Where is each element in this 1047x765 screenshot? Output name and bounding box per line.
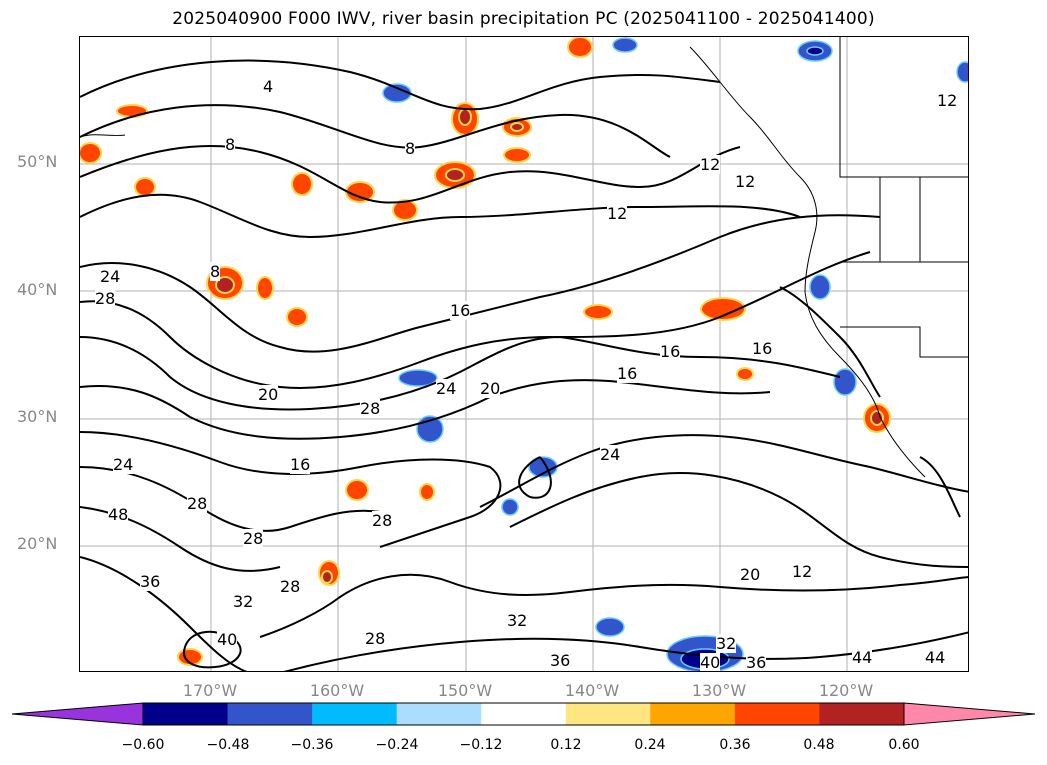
colorbar-segment	[143, 703, 229, 725]
contour-label: 12	[792, 562, 813, 581]
contour-label: 8	[210, 262, 221, 281]
iwv-contours	[80, 59, 968, 671]
contour-label: 48	[108, 505, 129, 524]
map-panel: 4 8 8 8 12 12 12 12 12 16 16 16 16 16 20…	[79, 36, 969, 672]
contour-label: 24	[100, 267, 121, 286]
contour-label: 12	[700, 155, 721, 174]
coastlines	[80, 37, 968, 478]
map-title: 2025040900 F000 IWV, river basin precipi…	[172, 9, 875, 29]
colorbar-tick: 0.48	[803, 737, 835, 753]
colorbar-tick: −0.12	[459, 737, 503, 753]
contour-label: 4	[263, 77, 274, 96]
colorbar-segments	[143, 703, 905, 725]
colorbar-segment	[734, 703, 820, 725]
contour-label: 20	[480, 379, 501, 398]
contour-label: 24	[600, 445, 621, 464]
colorbar-extend-min	[11, 702, 144, 726]
lon-label: 160°W	[309, 681, 365, 700]
colorbar-segment	[481, 703, 567, 725]
contour-label: 32	[233, 592, 254, 611]
contour-label: 24	[113, 455, 134, 474]
lon-label: 120°W	[818, 681, 874, 700]
contour-label: 16	[660, 342, 681, 361]
contour-label: 32	[507, 611, 528, 630]
contour-label: 36	[746, 653, 767, 672]
contour-label: 28	[360, 399, 381, 418]
lat-label: 20°N	[17, 534, 58, 553]
contour-label: 12	[735, 172, 756, 191]
colorbar-tick: −0.36	[290, 737, 334, 753]
contour-label: 28	[95, 289, 116, 308]
colorbar-tick: 0.36	[719, 737, 751, 753]
contour-label: 28	[243, 529, 264, 548]
contour-label: 40	[217, 630, 238, 649]
lon-label: 170°W	[182, 681, 238, 700]
colorbar-tick: 0.60	[888, 737, 920, 753]
contour-label: 24	[436, 379, 457, 398]
lon-label: 140°W	[564, 681, 620, 700]
contour-label: 36	[140, 572, 161, 591]
colorbar-segment	[565, 703, 651, 725]
contour-label: 12	[607, 204, 628, 223]
colorbar-tick: 0.24	[634, 737, 666, 753]
contour-label: 36	[550, 651, 571, 670]
lat-label: 50°N	[17, 152, 58, 171]
contour-label: 8	[405, 139, 416, 158]
colorbar-tick: −0.60	[121, 737, 165, 753]
map-canvas	[80, 37, 968, 671]
contour-label: 28	[365, 629, 386, 648]
colorbar-segment	[396, 703, 482, 725]
colorbar-segment	[227, 703, 313, 725]
contour-label: 28	[280, 577, 301, 596]
colorbar-tick: 0.12	[550, 737, 582, 753]
contour-label: 20	[740, 565, 761, 584]
lat-label: 40°N	[17, 280, 58, 299]
lon-label: 150°W	[437, 681, 493, 700]
contour-label: 16	[450, 301, 471, 320]
colorbar-extend-max	[903, 702, 1036, 726]
contour-label: 16	[290, 455, 311, 474]
contour-label: 8	[225, 135, 236, 154]
colorbar-segment	[819, 703, 905, 725]
contour-label: 44	[925, 648, 946, 667]
contour-label: 16	[752, 339, 773, 358]
contour-label: 12	[937, 91, 958, 110]
colorbar-tick: −0.24	[375, 737, 419, 753]
contour-label: 16	[617, 364, 638, 383]
contour-label: 44	[852, 648, 873, 667]
contour-label: 20	[258, 385, 279, 404]
contour-label: 32	[716, 634, 737, 653]
contour-label: 40	[700, 653, 721, 672]
lat-label: 30°N	[17, 407, 58, 426]
positive-anomaly-patches	[80, 37, 891, 666]
colorbar	[11, 702, 1036, 726]
colorbar-tick: −0.48	[206, 737, 250, 753]
colorbar-segment	[650, 703, 736, 725]
lon-label: 130°W	[691, 681, 747, 700]
contour-label: 28	[187, 494, 208, 513]
colorbar-segment	[312, 703, 398, 725]
contour-label: 28	[372, 511, 393, 530]
